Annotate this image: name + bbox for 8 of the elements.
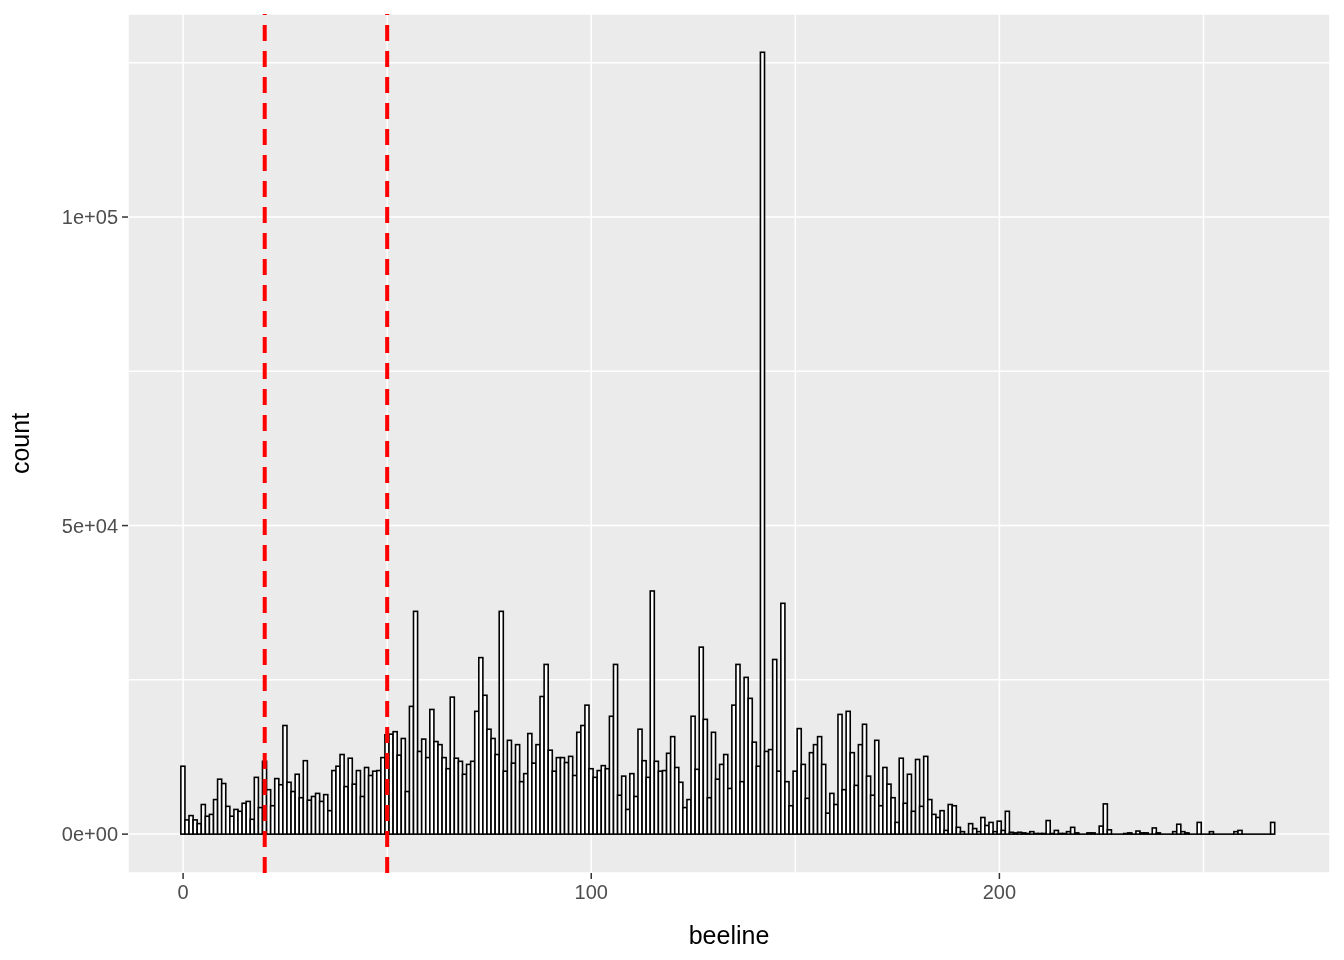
y-axis-title: count — [5, 412, 34, 475]
x-axis-title: beeline — [688, 921, 770, 949]
x-tick-label: 0 — [177, 881, 189, 903]
y-tick-label: 5e+04 — [61, 514, 118, 537]
x-tick-label: 100 — [574, 881, 608, 903]
y-tick-label: 0e+00 — [61, 823, 118, 846]
y-tick-label: 1e+05 — [61, 206, 118, 229]
x-tick-label: 200 — [982, 881, 1017, 903]
